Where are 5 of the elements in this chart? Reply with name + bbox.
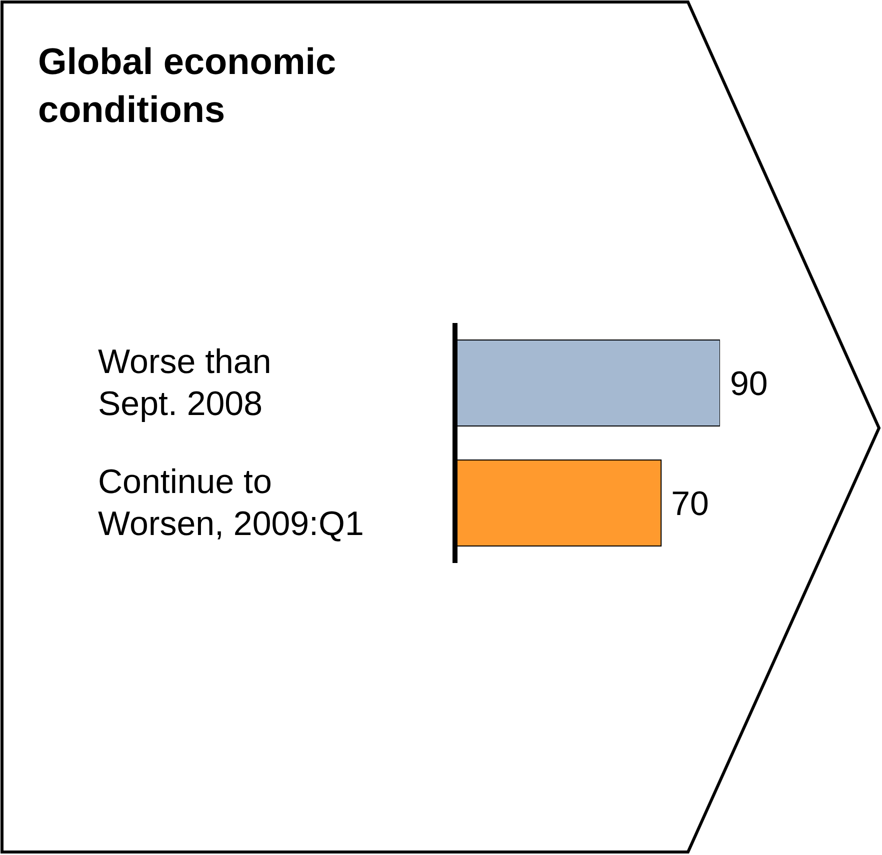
y-tick-label: Worse than Sept. 2008 — [98, 343, 272, 423]
y-tick-label: Continue to Worsen, 2009:Q1 — [98, 463, 364, 543]
data-label: 70 — [671, 485, 709, 524]
chart-title: Global economic conditions — [38, 41, 336, 130]
data-label: 90 — [730, 365, 768, 404]
